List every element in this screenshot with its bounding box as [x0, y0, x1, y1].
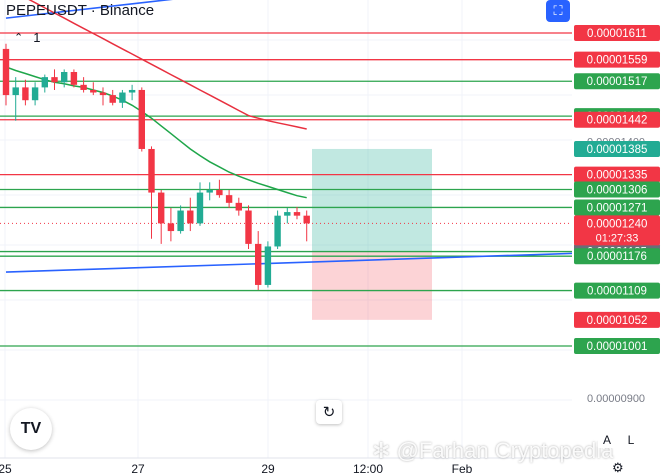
price-label-text: 0.00001517: [587, 76, 648, 88]
candle-body[interactable]: [12, 87, 19, 96]
current-price-value: 0.00001240: [587, 218, 648, 230]
price-label-box: [574, 73, 660, 90]
moving-average-green: [5, 66, 307, 199]
price-label-text: 0.00001335: [587, 170, 648, 182]
candle-body[interactable]: [31, 87, 39, 101]
candle-body[interactable]: [80, 84, 87, 90]
position-loss-zone[interactable]: [312, 251, 432, 320]
price-label-box: [574, 51, 660, 68]
symbol-title: PEPEUSDT · Binance: [6, 2, 155, 19]
price-label-text: 0.00001052: [587, 315, 648, 327]
indicator-count: 1: [33, 30, 41, 45]
candle-body[interactable]: [167, 223, 175, 232]
current-price-box: [574, 215, 660, 246]
time-axis-tick: 29: [261, 462, 275, 476]
time-axis-tick: 27: [131, 462, 145, 476]
price-label-box: [574, 282, 660, 299]
price-label-text: 0.00001559: [587, 55, 648, 67]
price-label-text: 0.00001176: [587, 251, 647, 263]
chevron-up-icon[interactable]: ⌃: [14, 32, 24, 44]
tradingview-logo-icon[interactable]: TV: [10, 408, 52, 450]
candle-body[interactable]: [138, 89, 145, 149]
price-label-box: [574, 338, 660, 354]
auto-scale-button[interactable]: A: [598, 432, 616, 448]
candle-body[interactable]: [245, 210, 252, 244]
candle-body[interactable]: [70, 71, 78, 85]
current-price-countdown: 01:27:33: [596, 232, 639, 244]
candle-body[interactable]: [128, 89, 136, 93]
candle-body[interactable]: [255, 243, 262, 285]
candle-body[interactable]: [119, 92, 126, 103]
price-label-box: [574, 25, 660, 41]
price-label-box: [574, 181, 660, 198]
price-label-box: [574, 140, 660, 157]
watermark: ✲ @Farhan Cryptopedia: [372, 438, 614, 463]
candle-body[interactable]: [235, 202, 242, 211]
price-label-text: 0.00001385: [587, 144, 648, 156]
price-label-text: 0.00001442: [587, 115, 648, 127]
price-label-text: 0.00001109: [587, 286, 647, 298]
candle-body[interactable]: [41, 77, 48, 88]
candle-body[interactable]: [187, 210, 194, 224]
candle-body[interactable]: [158, 192, 165, 224]
candle-body[interactable]: [206, 190, 213, 193]
price-label-box: [574, 199, 660, 216]
candle-body[interactable]: [196, 192, 204, 224]
price-label-box: [574, 166, 660, 183]
price-axis-tick: 0.00000900: [587, 393, 645, 405]
gear-icon[interactable]: ⚙: [612, 460, 624, 475]
candle-body[interactable]: [2, 48, 10, 96]
trendline-upper[interactable]: [5, 0, 278, 19]
candle-body[interactable]: [109, 95, 116, 103]
candle-body[interactable]: [51, 77, 58, 83]
candle-body[interactable]: [148, 148, 155, 193]
candle-body[interactable]: [274, 215, 281, 247]
candle-body[interactable]: [90, 89, 97, 93]
price-label-box: [574, 248, 660, 265]
price-label-text: 0.00001306: [587, 185, 648, 197]
candle-body[interactable]: [99, 92, 107, 96]
candle-body[interactable]: [177, 210, 184, 232]
fullscreen-icon[interactable]: ⛶: [546, 0, 570, 22]
candle-body[interactable]: [225, 195, 233, 203]
reset-chart-icon[interactable]: ↻: [316, 400, 342, 424]
moving-average-red: [28, 0, 307, 130]
price-label-box: [574, 111, 660, 128]
candle-body[interactable]: [264, 246, 272, 285]
price-label-box: [574, 311, 660, 328]
price-label-text: 0.00001271: [587, 202, 648, 214]
time-axis-tick: 25: [0, 462, 12, 476]
candle-body[interactable]: [293, 212, 301, 216]
candle-body[interactable]: [216, 190, 223, 196]
candle-body[interactable]: [284, 212, 291, 216]
time-axis-tick: Feb: [452, 462, 473, 476]
candle-body[interactable]: [61, 71, 68, 83]
candle-body[interactable]: [303, 215, 310, 224]
log-scale-button[interactable]: L: [622, 432, 640, 448]
position-profit-zone[interactable]: [312, 148, 432, 252]
indicator-row[interactable]: ⌃ 1: [14, 30, 40, 45]
price-label-text: 0.00001611: [587, 28, 647, 40]
time-axis-tick: 12:00: [353, 462, 383, 476]
candle-body[interactable]: [22, 87, 29, 101]
price-label-text: 0.00001001: [587, 341, 648, 353]
